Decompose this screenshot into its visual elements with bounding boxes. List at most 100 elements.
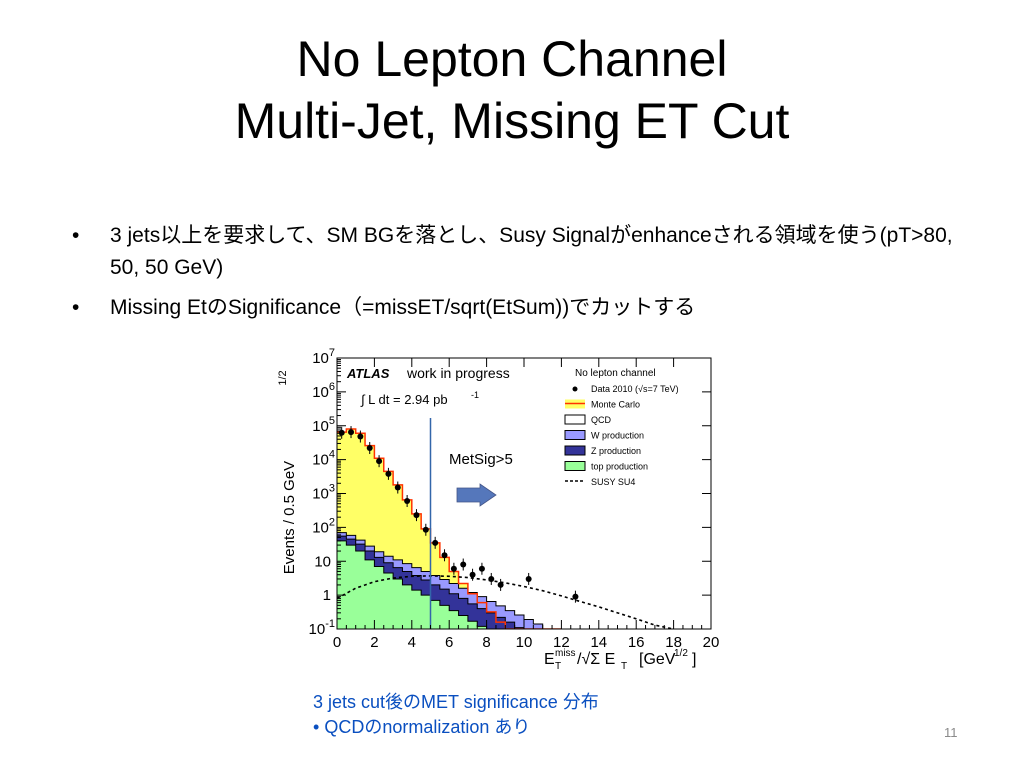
legend-label: Z production — [591, 446, 641, 456]
y-tick-base: 10 — [312, 350, 329, 367]
x-tick-label: 2 — [370, 634, 378, 651]
y-tick-label: 107 — [312, 348, 335, 367]
data-point — [478, 565, 485, 572]
x-axis-label-t: T — [555, 661, 561, 672]
data-point — [469, 571, 476, 578]
legend-label: top production — [591, 462, 648, 472]
bullet-list: 3 jets以上を要求して、SM BGを落とし、Susy Signalがenha… — [72, 220, 972, 332]
y-tick-exponent: 4 — [329, 449, 335, 461]
data-point — [572, 593, 579, 600]
y-tick-label: 102 — [312, 516, 335, 536]
x-axis-label-t2: T — [621, 661, 627, 672]
y-tick-exponent: 2 — [329, 516, 335, 528]
legend-marker-data — [572, 386, 578, 392]
data-point — [348, 429, 355, 436]
right-arrow-icon — [456, 483, 497, 507]
y-tick-base: 10 — [312, 384, 329, 401]
susy-su4-curve — [337, 575, 674, 629]
y-tick-label: 105 — [312, 415, 335, 435]
caption-line-2: • QCDのnormalization あり — [313, 715, 599, 740]
x-tick-label: 0 — [333, 634, 341, 651]
legend-swatch — [564, 461, 586, 471]
y-axis-label: Events / 0.5 GeV — [281, 461, 298, 574]
mc-total-line — [337, 428, 562, 629]
y-tick-exponent: 5 — [329, 415, 335, 427]
x-tick-label: 20 — [703, 634, 720, 651]
y-tick-label: 1 — [323, 587, 331, 604]
y-tick-base: 10 — [314, 553, 331, 570]
y-tick-label: 10-1 — [309, 618, 335, 638]
title-line-1: No Lepton Channel — [296, 31, 728, 87]
data-point — [422, 526, 429, 533]
top-production-histogram — [337, 540, 581, 629]
data-point — [497, 581, 504, 588]
caption-line-2-text: QCDのnormalization あり — [324, 717, 531, 737]
figure-caption: 3 jets cut後のMET significance 分布 • QCDのno… — [313, 690, 599, 740]
legend-swatch — [564, 445, 586, 456]
x-axis-label-miss: miss — [555, 648, 576, 659]
legend-swatch — [564, 430, 586, 440]
slide-title: No Lepton Channel Multi-Jet, Missing ET … — [0, 28, 1024, 152]
x-tick-label: 12 — [553, 634, 570, 651]
y-tick-base: 10 — [312, 452, 329, 469]
cut-annotation: MetSig>5 — [449, 451, 513, 468]
y-tick-exponent: 6 — [329, 381, 335, 393]
page-number: 11 — [944, 725, 958, 740]
data-point — [460, 561, 467, 568]
x-tick-label: 10 — [516, 634, 533, 651]
x-tick-label: 6 — [445, 634, 453, 651]
x-tick-label: 14 — [590, 634, 607, 651]
data-point — [413, 512, 420, 519]
title-line-2: Multi-Jet, Missing ET Cut — [234, 93, 790, 149]
x-tick-label: 4 — [408, 634, 416, 651]
x-tick-label: 8 — [482, 634, 490, 651]
legend-label: SUSY SU4 — [591, 477, 635, 487]
y-tick-exponent: -1 — [325, 618, 335, 630]
legend-label: QCD — [591, 415, 612, 425]
legend-title: No lepton channel — [575, 368, 656, 379]
data-point — [450, 565, 457, 572]
data-point — [525, 575, 532, 582]
data-point — [488, 575, 495, 582]
y-tick-label: 104 — [312, 449, 335, 469]
caption-line-1: 3 jets cut後のMET significance 分布 — [313, 692, 599, 712]
data-point — [404, 498, 411, 505]
x-axis-label-unit: [GeV — [639, 651, 676, 668]
legend-label: Data 2010 (√s=7 TeV) — [591, 384, 679, 394]
legend-swatch — [564, 414, 586, 425]
work-in-progress-label: work in progress — [406, 365, 510, 381]
bullet-item: 3 jets以上を要求して、SM BGを落とし、Susy Signalがenha… — [72, 220, 972, 284]
y-tick-base: 10 — [312, 486, 329, 503]
legend-label: W production — [591, 431, 644, 441]
data-point — [366, 445, 373, 452]
data-point — [357, 433, 364, 440]
plot-area — [337, 426, 674, 629]
x-tick-label: 16 — [628, 634, 645, 651]
x-axis-label-e: E — [544, 651, 555, 668]
atlas-label: ATLAS — [346, 366, 390, 381]
y-tick-base: 10 — [312, 519, 329, 536]
y-tick-label: 103 — [312, 483, 335, 503]
data-point — [432, 539, 439, 546]
caption-bullet: • — [313, 717, 320, 737]
luminosity-exponent: -1 — [471, 390, 479, 400]
legend-label: Monte Carlo — [591, 400, 640, 410]
y-tick-base: 1 — [323, 587, 331, 604]
met-significance-chart: 0 2 4 6 8 10 12 14 16 18 2010-11101021031041051061… — [277, 348, 720, 672]
y-axis-label-exponent: 1/2 — [277, 370, 289, 385]
y-tick-label: 10 — [314, 553, 331, 570]
data-point — [376, 458, 383, 465]
y-tick-base: 10 — [312, 418, 329, 435]
data-point — [394, 484, 401, 491]
x-tick-label: 18 — [665, 634, 682, 651]
y-tick-exponent: 3 — [329, 483, 335, 495]
data-point — [385, 470, 392, 477]
luminosity-label: ∫ L dt = 2.94 pb — [360, 392, 448, 407]
bullet-item: Missing EtのSignificance（=missET/sqrt(EtS… — [72, 292, 972, 324]
x-axis-label-sqrt: /√Σ E — [577, 651, 615, 668]
x-axis-label-unit-exp: 1/2 — [674, 648, 688, 659]
y-tick-label: 106 — [312, 381, 335, 401]
x-axis-label-bracket: ] — [692, 651, 696, 668]
data-point — [441, 552, 448, 559]
y-tick-exponent: 7 — [329, 348, 335, 359]
